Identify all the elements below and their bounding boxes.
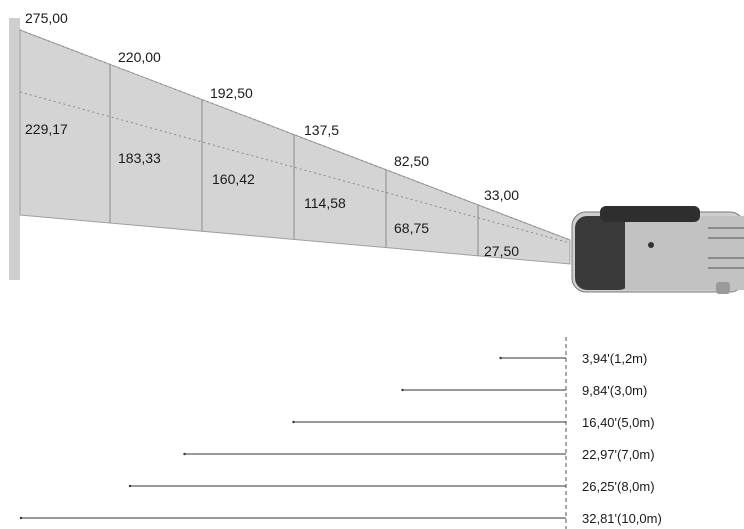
distance-label: 26,25'(8,0m) (582, 479, 655, 494)
projector-icon (571, 206, 744, 294)
distance-lines: 3,94'(1,2m) 9,84'(3,0m) 16,40'(5,0m) 22,97'… (19, 351, 662, 526)
screen-size-labels: 275,00 229,17 220,00 183,33 192,50 160,42 137,… (25, 10, 519, 259)
screen-diagonal-label: 275,00 (25, 10, 68, 26)
projection-beam (19, 29, 571, 265)
screen-width-label: 183,33 (118, 150, 161, 166)
screen-width-label: 114,58 (304, 195, 346, 211)
distance-label: 16,40'(5,0m) (582, 415, 655, 430)
distance-line-start (401, 388, 404, 392)
screen-diagonal-label: 192,50 (210, 85, 253, 101)
distance-label: 3,94'(1,2m) (582, 351, 647, 366)
screen-dividers (109, 64, 479, 256)
screen-diagonal-label: 137,5 (304, 122, 339, 138)
screen-width-label: 27,50 (484, 243, 519, 259)
distance-line-start (499, 356, 502, 360)
distance-line-start (183, 452, 186, 456)
distance-label: 22,97'(7,0m) (582, 447, 655, 462)
distance-label: 9,84'(3,0m) (582, 383, 647, 398)
distance-line-start (292, 420, 295, 424)
screen-diagonal-label: 82,50 (394, 153, 429, 169)
screen-width-label: 229,17 (25, 121, 68, 137)
screen-width-label: 68,75 (394, 220, 429, 236)
distance-label: 32,81'(10,0m) (582, 511, 662, 526)
distance-line-start (128, 484, 132, 488)
projection-wall (9, 18, 20, 280)
screen-width-label: 160,42 (212, 171, 255, 187)
screen-diagonal-label: 33,00 (484, 187, 519, 203)
distance-line-start (19, 516, 23, 520)
screen-diagonal-label: 220,00 (118, 49, 161, 65)
